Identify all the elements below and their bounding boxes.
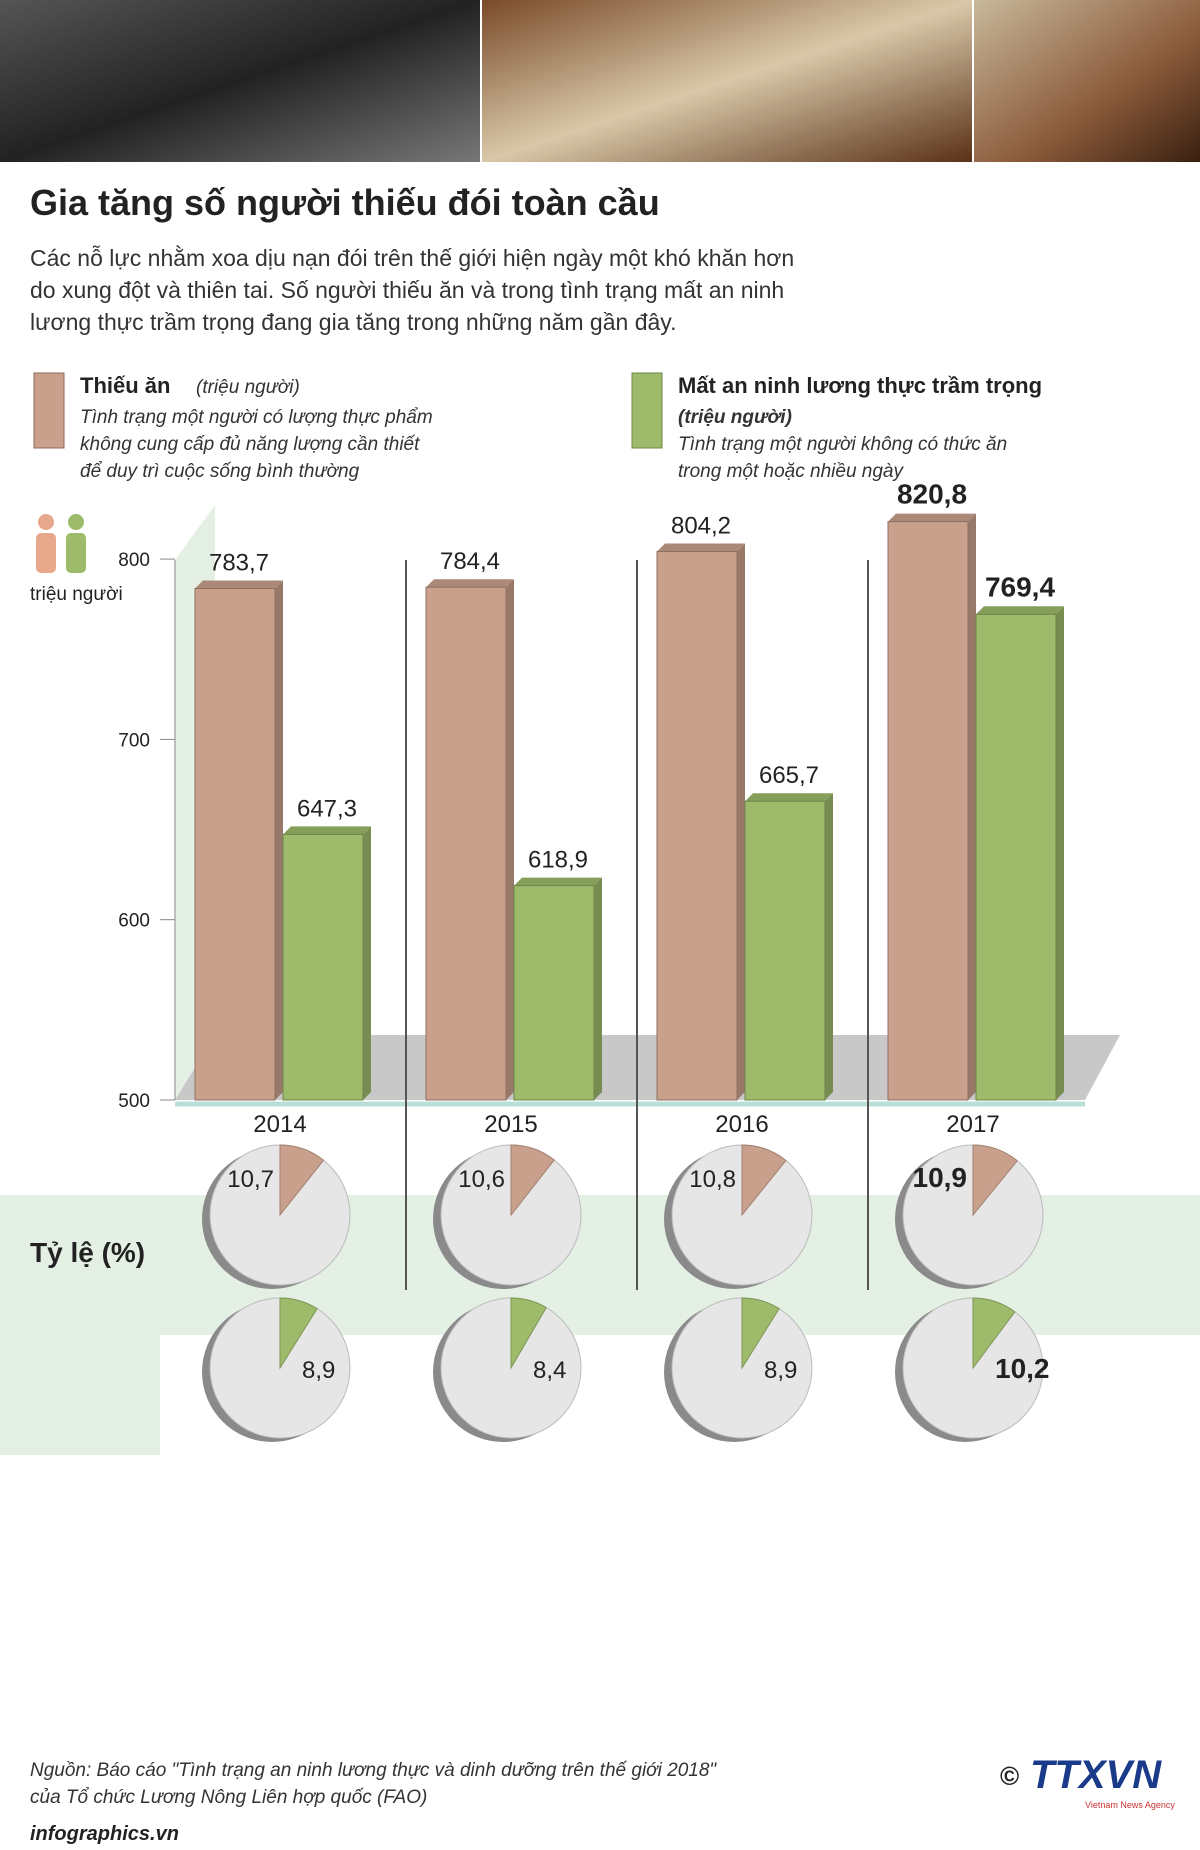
legend-swatch: [33, 372, 65, 449]
logo: TTXVN: [1030, 1753, 1162, 1797]
legend-description: Tình trạng một người không có thức ăn: [678, 434, 1007, 455]
pie-title: Tỷ lệ (%): [30, 1237, 145, 1268]
value-label: 10,6: [458, 1166, 505, 1193]
source: của Tổ chức Lương Nông Liên hợp quốc (FA…: [30, 1787, 427, 1808]
legend-name: Mất an ninh lương thực trầm trọng: [678, 373, 1042, 398]
bar: [194, 587, 276, 1101]
photo: [482, 0, 972, 162]
pie-slice: [741, 1297, 780, 1370]
floor: [175, 1035, 1120, 1100]
value-label: 10,2: [995, 1353, 1050, 1384]
legend-unit: (triệu người): [678, 407, 792, 428]
pie-slice: [510, 1144, 555, 1217]
value-label: 8,9: [302, 1357, 335, 1384]
value-label: 783,7: [209, 549, 269, 576]
y-tick-label: 700: [118, 730, 150, 751]
bar-side: [1056, 606, 1064, 1100]
value-label: 618,9: [528, 847, 588, 874]
x-tick-label: 2015: [484, 1111, 537, 1138]
person-icon: [36, 514, 56, 573]
y-axis-label: triệu người: [30, 584, 123, 605]
description: do xung đột và thiên tai. Số người thiếu…: [30, 277, 784, 303]
legend-name: Thiếu ăn: [80, 373, 170, 398]
bar-side: [737, 543, 745, 1100]
pie-slice: [972, 1297, 1016, 1370]
copyright: ©: [1000, 1761, 1019, 1791]
bar-side: [968, 513, 976, 1100]
bar-side: [506, 579, 514, 1100]
pie-slice: [279, 1144, 325, 1217]
value-label: 8,9: [764, 1357, 797, 1384]
bar-top: [195, 580, 283, 589]
bar-top: [888, 513, 976, 522]
bar: [975, 613, 1057, 1101]
pie-slice: [741, 1144, 787, 1217]
bar-top: [426, 579, 514, 588]
pie-band: [0, 1195, 160, 1455]
agency: Vietnam News Agency: [1085, 1800, 1175, 1810]
value-label: 784,4: [440, 548, 500, 575]
source: Nguồn: Báo cáo "Tình trạng an ninh lương…: [30, 1760, 717, 1781]
bar-side: [825, 793, 833, 1100]
photo: [974, 0, 1200, 162]
value-label: 10,8: [689, 1166, 736, 1193]
legend-description: trong một hoặc nhiều ngày: [678, 461, 904, 482]
y-tick-label: 600: [118, 911, 150, 932]
bar: [513, 885, 595, 1101]
y-tick-label: 500: [118, 1091, 150, 1112]
value-label: 769,4: [985, 571, 1055, 602]
title: Gia tăng số người thiếu đói toàn cầu: [30, 182, 660, 223]
pie-slice: [510, 1297, 547, 1370]
value-label: 647,3: [297, 795, 357, 822]
x-tick-label: 2014: [253, 1111, 306, 1138]
bar: [282, 833, 364, 1101]
value-label: 8,4: [533, 1357, 566, 1384]
description: lương thực trầm trọng đang gia tăng tron…: [30, 309, 676, 335]
person-icon: [66, 514, 86, 573]
site: infographics.vn: [30, 1823, 179, 1845]
value-label: 665,7: [759, 762, 819, 789]
bar-top: [514, 877, 602, 886]
value-label: 804,2: [671, 513, 731, 540]
bar: [744, 800, 826, 1101]
y-tick-label: 800: [118, 550, 150, 571]
pie-slice: [279, 1297, 318, 1370]
legend-unit: (triệu người): [196, 377, 300, 398]
legend-description: không cung cấp đủ năng lượng cần thiết: [80, 434, 420, 455]
bar: [887, 521, 969, 1101]
photo: [0, 0, 480, 162]
legend-description: để duy trì cuộc sống bình thường: [80, 461, 360, 482]
value-label: 10,9: [913, 1162, 968, 1193]
bar-side: [275, 580, 283, 1100]
bar-top: [745, 793, 833, 802]
bar: [656, 551, 738, 1101]
bar-top: [657, 543, 745, 552]
x-tick-label: 2016: [715, 1111, 768, 1138]
bar-side: [594, 877, 602, 1100]
bar-top: [283, 826, 371, 835]
legend-swatch: [631, 372, 663, 449]
bar-top: [976, 606, 1064, 615]
legend-description: Tình trạng một người có lượng thực phẩm: [80, 407, 433, 428]
description: Các nỗ lực nhằm xoa dịu nạn đói trên thế…: [30, 245, 794, 271]
bar-side: [363, 826, 371, 1100]
value-label: 10,7: [227, 1166, 274, 1193]
x-tick-label: 2017: [946, 1111, 999, 1138]
value-label: 820,8: [897, 479, 967, 510]
pie-slice: [972, 1144, 1018, 1217]
bar: [425, 586, 507, 1101]
